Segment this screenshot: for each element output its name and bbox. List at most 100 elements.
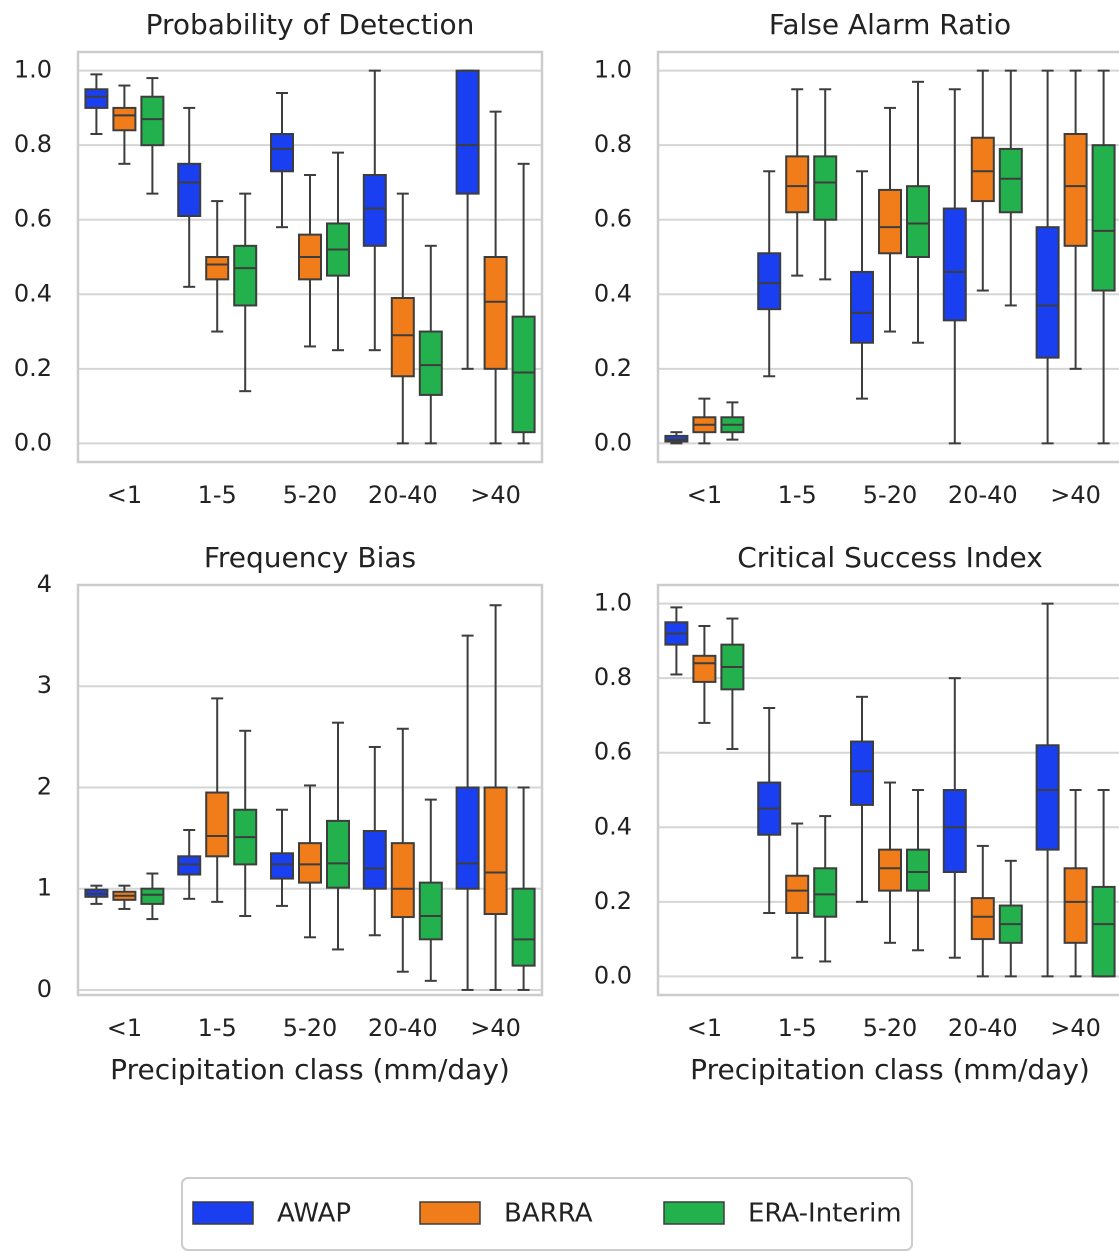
box <box>850 270 874 344</box>
box <box>906 848 930 892</box>
legend-label: ERA-Interim <box>748 1199 902 1229</box>
box <box>270 133 294 173</box>
y-tick-label: 0.4 <box>14 279 52 307</box>
y-tick-label: 0.4 <box>594 279 632 307</box>
legend-label: AWAP <box>277 1199 351 1229</box>
x-tick-label: 5-20 <box>283 481 337 509</box>
legend-frame <box>181 1177 913 1251</box>
box <box>112 106 137 132</box>
box <box>140 887 165 905</box>
box <box>298 842 322 884</box>
box <box>850 740 874 806</box>
box <box>942 789 967 873</box>
box <box>692 654 717 683</box>
x-tick-label: >40 <box>1050 1014 1101 1042</box>
box <box>205 256 230 281</box>
x-tick-label: <1 <box>687 481 722 509</box>
x-tick-label: >40 <box>1050 481 1101 509</box>
box <box>455 69 480 195</box>
y-tick-label: 0.2 <box>14 354 52 382</box>
box <box>177 855 202 876</box>
box <box>813 155 838 221</box>
box <box>418 330 443 396</box>
y-tick-label: 1.0 <box>594 56 632 84</box>
plot-frame <box>76 50 544 464</box>
box <box>942 207 967 322</box>
box <box>1063 133 1088 247</box>
chart-title: Critical Success Index <box>737 541 1043 574</box>
box <box>390 842 415 919</box>
legend-swatch <box>419 1201 481 1225</box>
y-tick-label: 0.0 <box>14 428 52 456</box>
box <box>785 155 810 214</box>
y-tick-label: 0.0 <box>594 961 632 989</box>
box <box>878 848 902 892</box>
x-tick-label: 20-40 <box>948 481 1018 509</box>
y-tick-label: 1.0 <box>594 589 632 617</box>
y-tick-label: 0.6 <box>594 738 632 766</box>
x-tick-label: >40 <box>470 1014 521 1042</box>
box <box>1063 867 1088 944</box>
x-tick-label: 1-5 <box>778 481 817 509</box>
box <box>483 786 508 916</box>
box <box>362 830 387 890</box>
box <box>813 867 838 918</box>
box <box>455 786 480 890</box>
chart-title: Probability of Detection <box>146 8 475 41</box>
box <box>483 256 508 370</box>
legend-swatch <box>663 1201 725 1225</box>
x-axis-label: Precipitation class (mm/day) <box>690 1053 1090 1086</box>
x-tick-label: >40 <box>470 481 521 509</box>
x-tick-label: 20-40 <box>948 1014 1018 1042</box>
box <box>326 819 350 889</box>
box <box>970 897 995 941</box>
x-tick-label: <1 <box>107 481 142 509</box>
x-tick-label: 20-40 <box>368 481 438 509</box>
y-tick-label: 1 <box>37 874 52 902</box>
y-tick-label: 0.8 <box>594 663 632 691</box>
y-tick-label: 0.0 <box>594 428 632 456</box>
legend-label: BARRA <box>504 1199 593 1229</box>
x-tick-label: <1 <box>687 1014 722 1042</box>
plot-frame <box>656 583 1119 997</box>
box <box>177 162 202 217</box>
box <box>140 95 165 147</box>
box <box>1035 226 1060 359</box>
y-tick-label: 0.6 <box>594 205 632 233</box>
legend-swatch <box>192 1201 254 1225</box>
y-tick-label: 0.2 <box>594 887 632 915</box>
box <box>998 147 1023 214</box>
x-tick-label: 5-20 <box>863 481 917 509</box>
chart-title: Frequency Bias <box>204 541 416 574</box>
y-tick-label: 0.8 <box>14 130 52 158</box>
plot-frame <box>76 583 544 997</box>
box <box>362 174 387 247</box>
box <box>233 244 258 307</box>
x-tick-label: 1-5 <box>198 1014 237 1042</box>
box <box>205 791 230 858</box>
box <box>785 874 810 915</box>
box <box>270 852 294 880</box>
x-tick-label: 20-40 <box>368 1014 438 1042</box>
x-axis-label: Precipitation class (mm/day) <box>110 1053 510 1086</box>
y-tick-label: 0 <box>37 975 52 1003</box>
box <box>1091 144 1116 292</box>
y-tick-label: 0.6 <box>14 205 52 233</box>
box <box>906 185 930 259</box>
box <box>390 297 415 378</box>
box <box>418 881 443 941</box>
x-tick-label: 1-5 <box>198 481 237 509</box>
box <box>84 88 109 109</box>
x-tick-label: 5-20 <box>283 1014 337 1042</box>
y-tick-label: 1.0 <box>14 56 52 84</box>
y-tick-label: 3 <box>37 671 52 699</box>
y-tick-label: 2 <box>37 772 52 800</box>
box <box>511 887 536 967</box>
y-tick-label: 0.8 <box>594 130 632 158</box>
x-tick-label: <1 <box>107 1014 142 1042</box>
box <box>970 136 995 203</box>
box <box>1035 744 1060 851</box>
box <box>878 188 902 255</box>
box <box>757 252 782 311</box>
